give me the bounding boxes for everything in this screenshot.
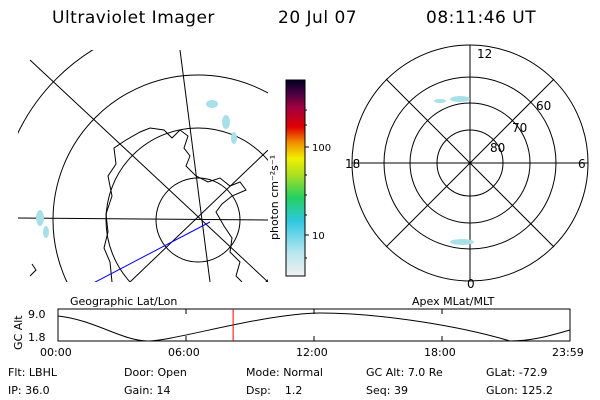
status-glon: GLon: 125.2	[486, 384, 553, 397]
mlt-dusk-label: 18	[345, 157, 360, 171]
aurora-emission	[36, 100, 237, 238]
coastline	[103, 127, 247, 282]
aurora-emission	[434, 96, 474, 245]
status-value: Normal	[283, 366, 323, 379]
status-value: -72.9	[518, 366, 548, 379]
status-mode: Mode: Normal	[246, 366, 323, 379]
colorbar-label: photon cm⁻²s⁻¹	[268, 155, 281, 240]
orbit-x-ticks	[185, 309, 443, 341]
lat-circle	[105, 127, 268, 282]
status-value: LBHL	[28, 366, 57, 379]
lon-line	[29, 59, 268, 282]
geographic-map	[18, 50, 268, 282]
status-dsp: Dsp: 1.2	[246, 384, 303, 397]
status-value: 36.0	[25, 384, 50, 397]
status-gc-alt: GC Alt: 7.0 Re	[366, 366, 443, 379]
mlt-dawn-label: 6	[578, 157, 586, 171]
mlat-80-label: 80	[490, 141, 505, 155]
lon-line	[18, 217, 268, 221]
lon-line	[179, 50, 211, 282]
status-seq: Seq: 39	[366, 384, 408, 397]
colorbar-ticks	[305, 109, 309, 259]
orbit-axis-label: GC Alt	[12, 315, 25, 350]
altitude-curve	[57, 312, 571, 342]
status-value: 125.2	[521, 384, 553, 397]
status-filter: Flt: LBHL	[8, 366, 57, 379]
mlt-noon-label: 12	[477, 47, 492, 61]
orbit-xtick-label: 00:00	[40, 346, 72, 359]
lon-line	[129, 149, 268, 282]
date-label: 20 Jul 07	[278, 8, 358, 28]
status-value: 14	[156, 384, 171, 397]
mlt-line	[385, 78, 555, 248]
polar-panel-title: Apex MLat/MLT	[412, 295, 495, 308]
lat-circle	[52, 74, 268, 282]
status-ip: IP: 36.0	[8, 384, 50, 397]
app-title: Ultraviolet Imager	[52, 8, 215, 28]
orbit-xtick-label: 23:59	[552, 346, 584, 359]
status-value: 1.2	[284, 384, 303, 397]
polar-plot	[351, 44, 589, 282]
lat-circle	[18, 50, 94, 135]
status-value: Open	[157, 366, 187, 379]
status-value: 7.0 Re	[407, 366, 443, 379]
status-value: 39	[393, 384, 408, 397]
geographic-panel-title: Geographic Lat/Lon	[70, 295, 177, 308]
mlat-70-label: 70	[512, 121, 527, 135]
orbit-ytick-label: 9.0	[28, 308, 46, 321]
orbit-xtick-label: 18:00	[424, 346, 456, 359]
orbit-ytick-label: 1.8	[28, 331, 46, 344]
coastline	[29, 263, 37, 277]
satellite-track	[94, 221, 211, 282]
status-glat: GLat: -72.9	[486, 366, 548, 379]
status-gain: Gain: 14	[124, 384, 171, 397]
mlt-midnight-label: 0	[467, 277, 475, 291]
mlat-60-label: 60	[536, 99, 551, 113]
status-door: Door: Open	[124, 366, 187, 379]
orbit-xtick-label: 06:00	[168, 346, 200, 359]
orbit-plot	[57, 308, 571, 342]
orbit-xtick-label: 12:00	[296, 346, 328, 359]
colorbar	[285, 79, 306, 277]
colorbar-tick-label: 100	[312, 143, 331, 154]
time-label: 08:11:46 UT	[426, 8, 537, 28]
colorbar-tick-label: 10	[312, 231, 325, 242]
